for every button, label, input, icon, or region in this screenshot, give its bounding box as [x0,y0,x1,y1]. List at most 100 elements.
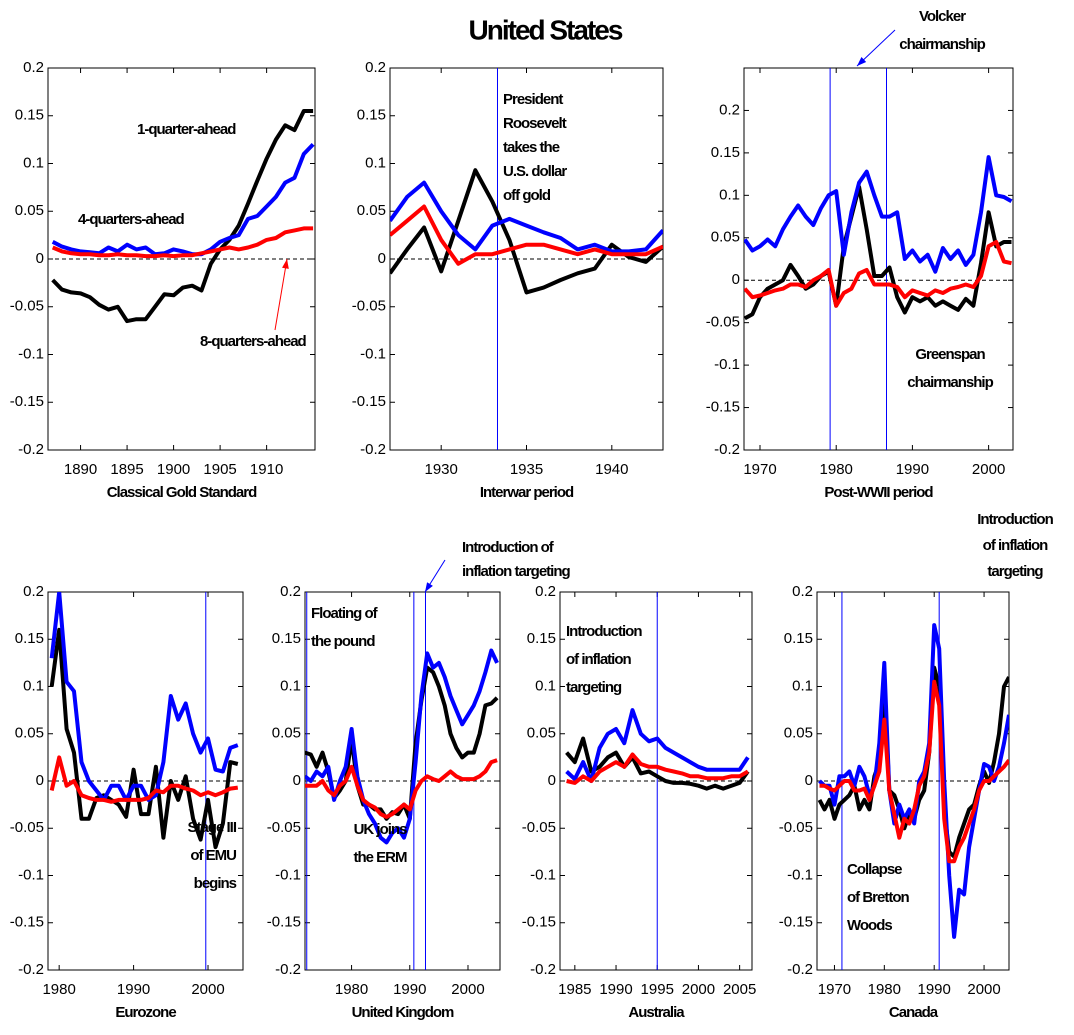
y-tick-label: -0.2 [714,441,740,458]
x-axis-label: United Kingdom [352,1004,454,1021]
y-tick-label: 0.1 [792,677,813,694]
x-tick-label: 1980 [868,981,901,998]
annotation-line: the pound [311,633,375,650]
annotation-line: of inflation [566,651,631,668]
annotation: Stage III of EMU begins [187,819,236,892]
figure-title: United States [469,14,623,45]
y-tick-label: 0.05 [15,725,44,742]
y-tick-label: 0.15 [15,107,44,124]
y-tick-label: -0.1 [714,356,740,373]
x-tick-label: 1985 [558,981,591,998]
y-tick-label: -0.05 [779,819,813,836]
x-tick-label: 1935 [510,461,543,478]
y-tick-label: -0.05 [267,819,301,836]
series-line [744,184,1012,321]
y-tick-label: -0.1 [18,345,44,362]
y-tick-label: -0.05 [10,819,44,836]
x-tick-label: 1980 [42,981,75,998]
y-tick-label: 0.1 [719,186,740,203]
annotation-line: Floating of [311,605,379,622]
y-tick-label: -0.1 [530,866,556,883]
x-tick-label: 1905 [203,461,236,478]
y-tick-label: -0.1 [18,866,44,883]
x-tick-label: 1890 [64,461,97,478]
annotation: UK joins the ERM [354,821,408,866]
y-tick-label: -0.2 [530,961,556,978]
annotation-line: begins [194,875,237,892]
y-tick-label: -0.05 [706,314,740,331]
y-tick-label: 0.1 [535,677,556,694]
y-tick-label: -0.05 [352,298,386,315]
annotation-line: Volcker [919,8,966,25]
x-tick-label: 2005 [723,981,756,998]
annotation-line: of Bretton [847,889,909,906]
x-tick-label: 1970 [818,981,851,998]
y-tick-label: 0.05 [15,202,44,219]
x-tick-label: 2000 [682,981,715,998]
x-tick-label: 1980 [335,981,368,998]
y-tick-label: -0.2 [18,441,44,458]
annotation-line: Stage III [187,819,236,836]
x-tick-label: 1990 [599,981,632,998]
series-line [566,752,749,785]
y-tick-label: -0.05 [522,819,556,836]
x-tick-label: 1910 [250,461,283,478]
annotation-line: Collapse [847,861,902,878]
y-tick-label: 0.15 [784,630,813,647]
y-tick-label: -0.15 [352,393,386,410]
annotation-line: Woods [847,917,892,934]
annotation-line: of EMU [190,847,236,864]
y-tick-label: 0.15 [15,630,44,647]
y-tick-label: -0.1 [360,345,386,362]
x-tick-label: 1980 [820,461,853,478]
x-axis-label: Australia [628,1004,685,1021]
annotation: Introduction of inflation targeting [566,623,642,696]
y-tick-label: 0 [36,250,44,267]
x-axis-label: Canada [889,1004,939,1021]
y-tick-label: -0.1 [787,866,813,883]
x-tick-label: 1990 [896,461,929,478]
y-tick-label: -0.2 [787,961,813,978]
y-tick-label: 0 [36,772,44,789]
annotation-line: Roosevelt [503,115,567,132]
y-tick-label: -0.05 [10,298,44,315]
x-tick-label: 2000 [191,981,224,998]
annotation-line: UK joins [354,821,407,838]
y-tick-label: 0.05 [527,725,556,742]
x-tick-label: 2000 [451,981,484,998]
y-tick-label: 0.1 [280,677,301,694]
annotation-line: inflation targeting [462,563,570,580]
y-tick-label: 0.15 [527,630,556,647]
y-tick-label: 0.15 [272,630,301,647]
y-tick-label: 0.2 [365,59,386,76]
annotation-line: the ERM [354,849,408,866]
y-tick-label: -0.15 [10,393,44,410]
x-tick-label: 1995 [641,981,674,998]
y-tick-label: 0.05 [272,725,301,742]
y-tick-label: 0 [293,772,301,789]
annotation-line: chairmanship [907,374,993,391]
y-tick-label: 0.2 [792,583,813,600]
annotation-line: takes the [503,139,560,156]
y-tick-label: 0 [378,250,386,267]
annotation: Floating of the pound [311,605,379,650]
x-tick-label: 1990 [117,981,150,998]
x-tick-label: 1895 [110,461,143,478]
annotation: Introduction of inflation targeting [462,539,570,580]
x-tick-label: 1990 [918,981,951,998]
annotation-line: Introduction [977,511,1053,528]
annotation-line: of inflation [983,537,1048,554]
y-tick-label: -0.15 [10,914,44,931]
plot-area [743,67,1014,451]
y-tick-label: -0.2 [18,961,44,978]
y-tick-label: 0.15 [711,144,740,161]
x-tick-label: 1940 [595,461,628,478]
y-tick-label: -0.2 [360,441,386,458]
y-tick-label: -0.15 [267,914,301,931]
legend-label: 4-quarters-ahead [78,211,185,228]
series-line [819,679,1009,864]
x-tick-label: 1990 [393,981,426,998]
series-line [51,109,314,324]
y-tick-label: 0.05 [711,229,740,246]
